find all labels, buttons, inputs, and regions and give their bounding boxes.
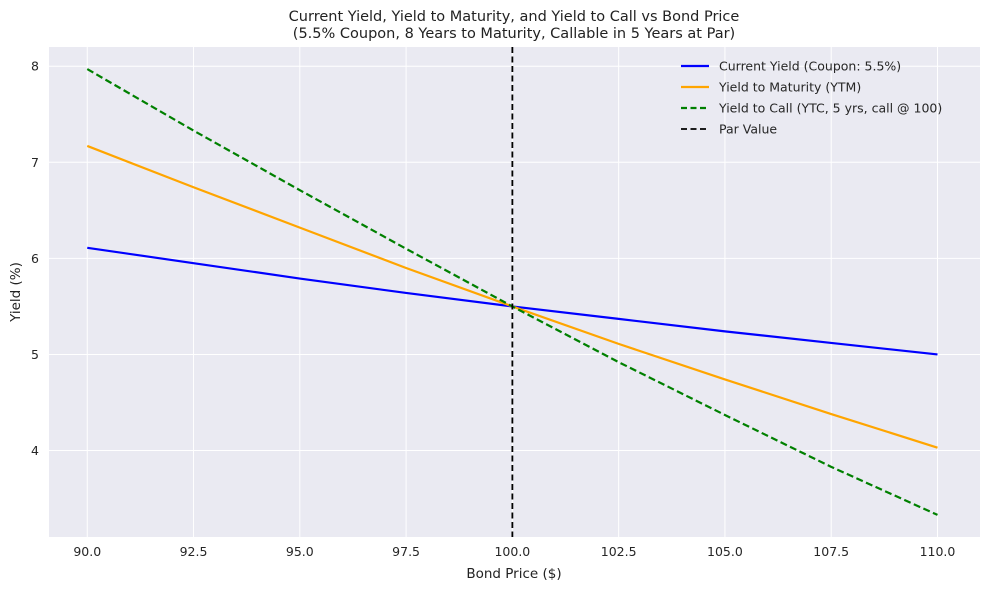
legend-label: Par Value xyxy=(719,122,777,137)
legend-label: Yield to Maturity (YTM) xyxy=(718,80,861,95)
y-tick-label: 8 xyxy=(31,59,39,74)
x-tick-label: 107.5 xyxy=(813,544,849,559)
y-tick-label: 4 xyxy=(31,443,39,458)
x-tick-label: 92.5 xyxy=(180,544,208,559)
x-tick-label: 110.0 xyxy=(920,544,956,559)
legend: Current Yield (Coupon: 5.5%) Yield to Mat… xyxy=(681,59,942,137)
grid xyxy=(49,47,980,537)
y-tick-label: 6 xyxy=(31,251,39,266)
y-tick-label: 7 xyxy=(31,155,39,170)
x-tick-label: 102.5 xyxy=(601,544,637,559)
legend-label: Yield to Call (YTC, 5 yrs, call @ 100) xyxy=(718,101,942,116)
x-tick-label: 97.5 xyxy=(392,544,420,559)
tick-labels: 90.0 92.5 95.0 97.5 100.0 102.5 105.0 107.5 110.… xyxy=(31,59,955,559)
x-tick-label: 100.0 xyxy=(494,544,530,559)
chart-title: Current Yield, Yield to Maturity, and Yi… xyxy=(289,9,740,25)
x-tick-label: 105.0 xyxy=(707,544,743,559)
chart-marks xyxy=(86,47,938,537)
x-tick-label: 90.0 xyxy=(73,544,101,559)
x-axis-label: Bond Price ($) xyxy=(466,566,561,582)
legend-label: Current Yield (Coupon: 5.5%) xyxy=(719,59,901,74)
x-tick-label: 95.0 xyxy=(286,544,314,559)
plot-background xyxy=(49,47,980,537)
y-tick-label: 5 xyxy=(31,347,39,362)
chart-subtitle: (5.5% Coupon, 8 Years to Maturity, Calla… xyxy=(293,26,735,42)
y-axis-label: Yield (%) xyxy=(8,262,24,323)
